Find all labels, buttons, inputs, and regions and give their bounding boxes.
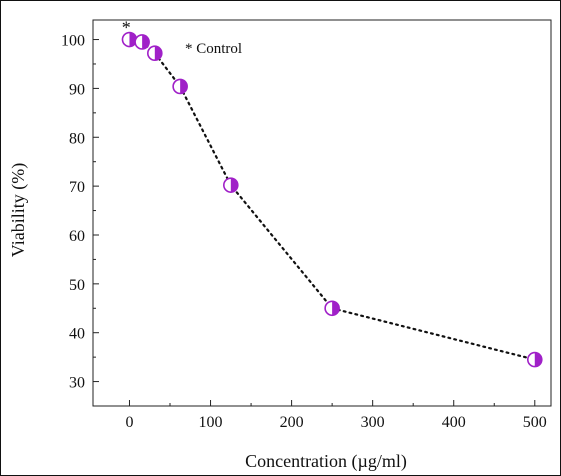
control-legend: * Control [185,41,242,57]
y-tick-label: 70 [69,179,85,196]
data-point [147,45,163,62]
annotations: * * Control [122,17,242,57]
data-point [324,300,340,317]
x-axis-label: Concentration (µg/ml) [245,451,407,472]
x-tick-label: 0 [125,414,133,431]
x-tick-label: 100 [199,414,223,431]
y-tick-label: 40 [69,326,85,343]
data-point [172,78,188,95]
y-axis-label: Viability (%) [8,163,29,257]
x-tick-label: 500 [523,414,547,431]
y-tick-label: 30 [69,375,85,392]
x-tick-label: 200 [280,414,304,431]
y-tick-label: 50 [69,277,85,294]
data-point [134,34,150,50]
x-tick-label: 400 [442,414,466,431]
series-points [121,31,543,368]
data-point [526,351,543,368]
y-tick-label: 60 [69,228,85,245]
y-tick-label: 100 [61,33,85,50]
y-tick-label: 80 [69,130,85,147]
x-tick-label: 300 [361,414,385,431]
y-axis-tick-labels: 30 40 50 60 70 80 90 100 [61,33,85,392]
x-axis-ticks [128,400,536,406]
data-point [223,177,239,193]
plot-area [92,19,552,407]
control-asterisk: * [122,17,131,37]
y-axis-ticks [93,39,99,383]
x-axis-tick-labels: 0 100 200 300 400 500 [125,414,546,431]
y-tick-label: 90 [69,81,85,98]
